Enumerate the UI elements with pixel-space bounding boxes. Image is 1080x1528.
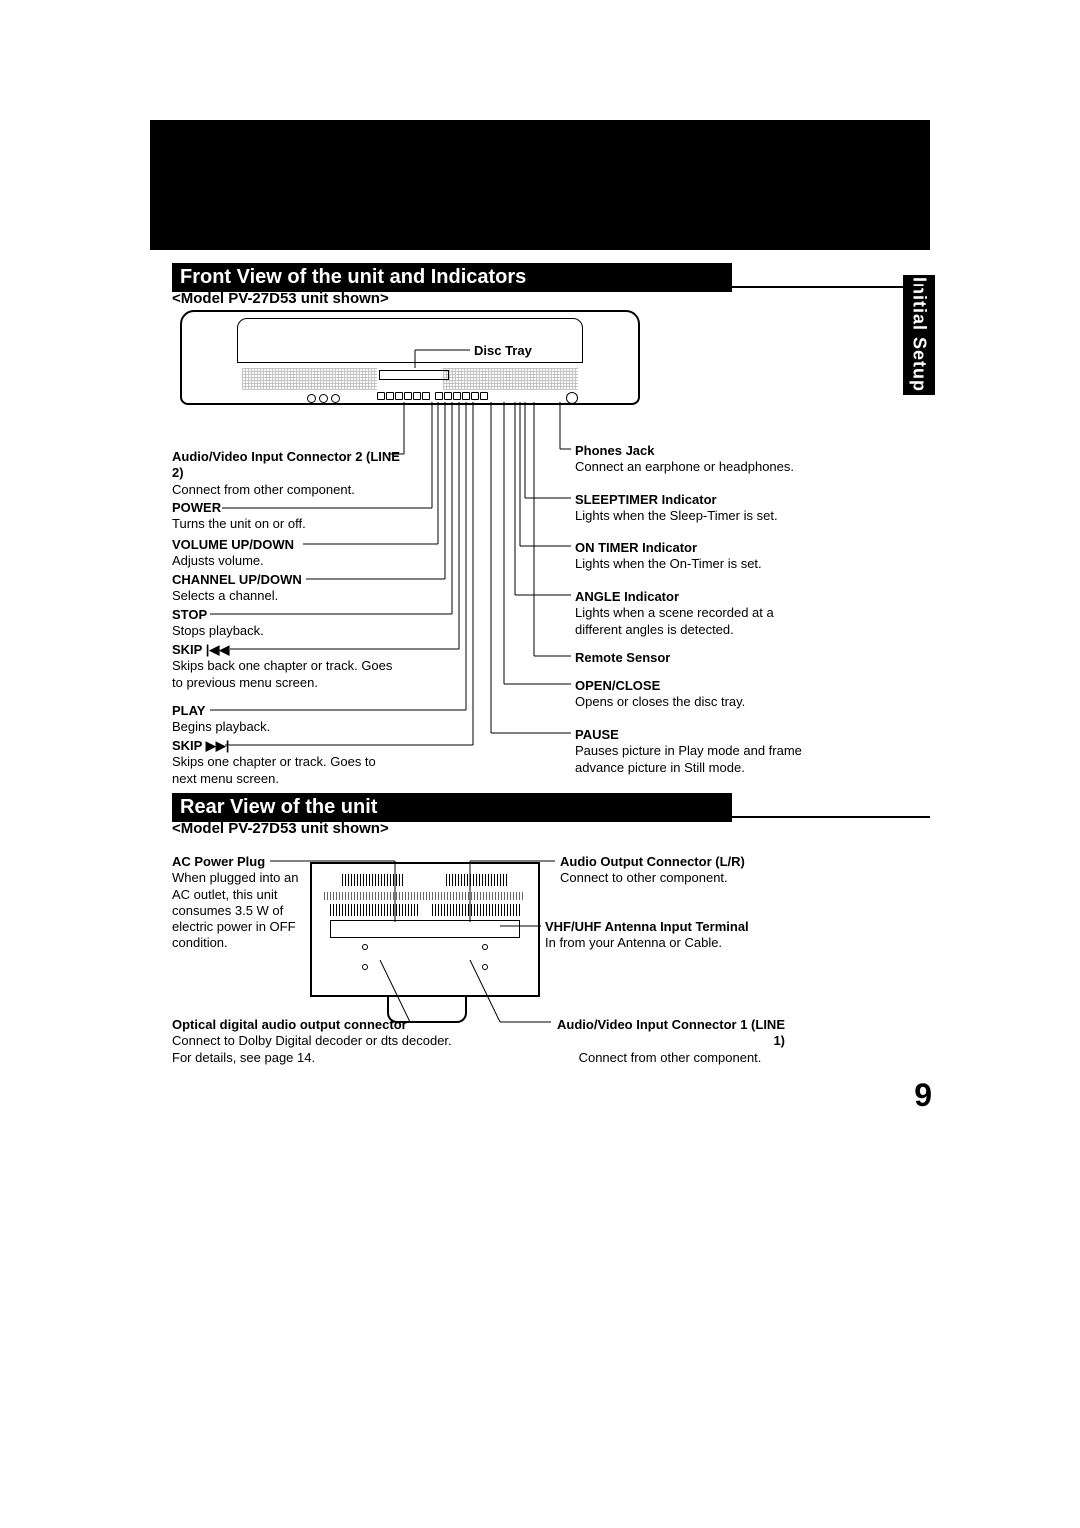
callout-phones-jack: Phones Jack Connect an earphone or headp… <box>575 443 794 476</box>
callout-title: SKIP ▶▶| <box>172 738 402 754</box>
callout-angle: ANGLE Indicator Lights when a scene reco… <box>575 589 805 638</box>
callout-desc: Connect to other component. <box>560 870 745 886</box>
model-label-rear: <Model PV-27D53 unit shown> <box>172 820 389 837</box>
callout-title: POWER <box>172 500 306 516</box>
callout-desc: Lights when a scene recorded at a differ… <box>575 605 805 638</box>
callout-title: VHF/UHF Antenna Input Terminal <box>545 919 749 935</box>
callout-desc: Turns the unit on or off. <box>172 516 306 532</box>
callout-av-input-1: Audio/Video Input Connector 1 (LINE 1) C… <box>555 1017 785 1066</box>
callout-stop: STOP Stops playback. <box>172 607 264 640</box>
callout-title: ANGLE Indicator <box>575 589 805 605</box>
callout-desc: Adjusts volume. <box>172 553 294 569</box>
callout-audio-out: Audio Output Connector (L/R) Connect to … <box>560 854 745 887</box>
callout-title: Phones Jack <box>575 443 794 459</box>
callout-desc: Connect an earphone or headphones. <box>575 459 794 475</box>
callout-skip-back: SKIP |◀◀ Skips back one chapter or track… <box>172 642 402 691</box>
side-tab-initial-setup: Initial Setup <box>903 275 935 395</box>
callout-play: PLAY Begins playback. <box>172 703 270 736</box>
callout-sleeptimer: SLEEPTIMER Indicator Lights when the Sle… <box>575 492 778 525</box>
callout-av-input-2: Audio/Video Input Connector 2 (LINE 2) C… <box>172 449 402 498</box>
callout-desc: When plugged into an AC outlet, this uni… <box>172 870 307 951</box>
callout-title: VOLUME UP/DOWN <box>172 537 294 553</box>
callout-title: PAUSE <box>575 727 805 743</box>
callout-power: POWER Turns the unit on or off. <box>172 500 306 533</box>
callout-desc: Lights when the On-Timer is set. <box>575 556 762 572</box>
callout-title: Optical digital audio output connector <box>172 1017 452 1033</box>
callout-desc: Pauses picture in Play mode and frame ad… <box>575 743 805 776</box>
model-label-front: <Model PV-27D53 unit shown> <box>172 290 389 307</box>
label-disc-tray: Disc Tray <box>474 343 532 359</box>
callout-open-close: OPEN/CLOSE Opens or closes the disc tray… <box>575 678 745 711</box>
callout-volume: VOLUME UP/DOWN Adjusts volume. <box>172 537 294 570</box>
callout-desc: Connect from other component. <box>555 1050 785 1066</box>
callout-desc: Connect to Dolby Digital decoder or dts … <box>172 1033 452 1066</box>
section-title-rear: Rear View of the unit <box>172 793 732 822</box>
callout-desc: Skips back one chapter or track. Goes to… <box>172 658 402 691</box>
callout-channel: CHANNEL UP/DOWN Selects a channel. <box>172 572 302 605</box>
callout-title: Audio Output Connector (L/R) <box>560 854 745 870</box>
callout-title: Audio/Video Input Connector 2 (LINE 2) <box>172 449 402 482</box>
callout-title: Remote Sensor <box>575 650 670 666</box>
callout-desc: Opens or closes the disc tray. <box>575 694 745 710</box>
header-black-block <box>150 120 930 250</box>
callout-title: SKIP |◀◀ <box>172 642 402 658</box>
page-number: 9 <box>914 1077 932 1114</box>
text: Disc Tray <box>474 343 532 358</box>
callout-desc: In from your Antenna or Cable. <box>545 935 749 951</box>
callout-desc: Selects a channel. <box>172 588 302 604</box>
callout-desc: Connect from other component. <box>172 482 402 498</box>
callout-title: STOP <box>172 607 264 623</box>
callout-title: PLAY <box>172 703 270 719</box>
callout-remote-sensor: Remote Sensor <box>575 650 670 666</box>
section-title-front: Front View of the unit and Indicators <box>172 263 732 292</box>
callout-title: CHANNEL UP/DOWN <box>172 572 302 588</box>
callout-pause: PAUSE Pauses picture in Play mode and fr… <box>575 727 805 776</box>
callout-optical: Optical digital audio output connector C… <box>172 1017 452 1066</box>
rear-diagram <box>310 862 540 997</box>
callout-title: AC Power Plug <box>172 854 307 870</box>
callout-antenna: VHF/UHF Antenna Input Terminal In from y… <box>545 919 749 952</box>
callout-desc: Lights when the Sleep-Timer is set. <box>575 508 778 524</box>
front-diagram <box>180 310 640 405</box>
callout-ontimer: ON TIMER Indicator Lights when the On-Ti… <box>575 540 762 573</box>
callout-desc: Begins playback. <box>172 719 270 735</box>
callout-skip-fwd: SKIP ▶▶| Skips one chapter or track. Goe… <box>172 738 402 787</box>
callout-title: ON TIMER Indicator <box>575 540 762 556</box>
callout-desc: Stops playback. <box>172 623 264 639</box>
callout-title: SLEEPTIMER Indicator <box>575 492 778 508</box>
callout-desc: Skips one chapter or track. Goes to next… <box>172 754 402 787</box>
callout-ac-plug: AC Power Plug When plugged into an AC ou… <box>172 854 307 952</box>
callout-title: OPEN/CLOSE <box>575 678 745 694</box>
callout-title: Audio/Video Input Connector 1 (LINE 1) <box>555 1017 785 1050</box>
